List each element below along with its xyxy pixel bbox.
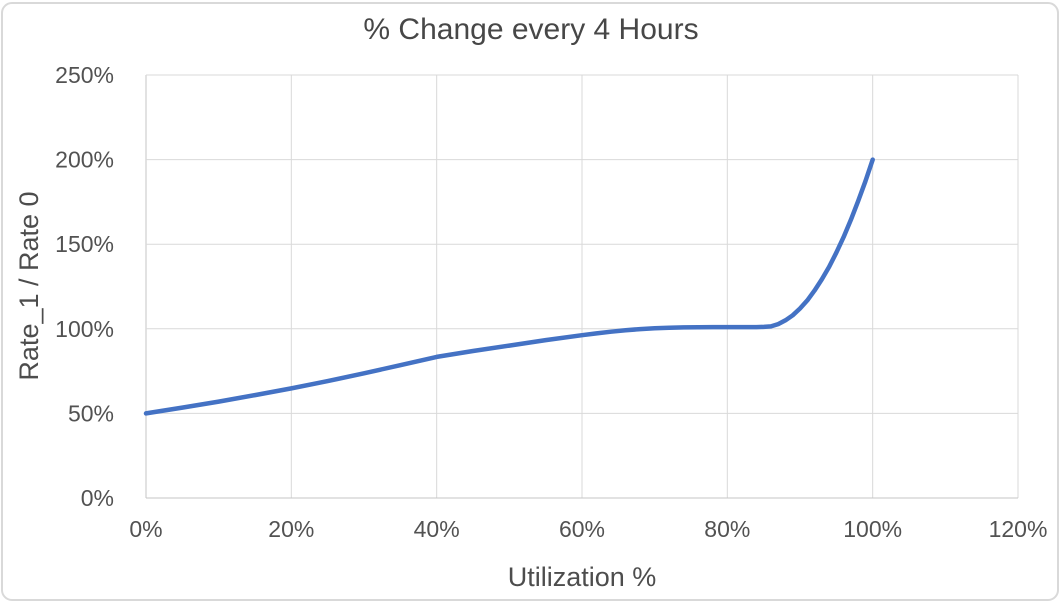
chart-title: % Change every 4 Hours [363, 13, 698, 46]
y-tick-label: 50% [68, 400, 114, 426]
y-axis-title: Rate_1 / Rate 0 [14, 191, 44, 380]
x-tick-label: 100% [843, 516, 902, 542]
x-tick-label: 60% [559, 516, 605, 542]
gridlines [145, 74, 1019, 499]
x-axis-title: Utilization % [508, 562, 657, 592]
y-tick-label: 0% [81, 485, 114, 511]
y-tick-label: 200% [55, 147, 114, 173]
x-tick-label: 0% [129, 516, 162, 542]
axis-tick-labels: 0% 20% 40% 60% 80% 100% 120% 0% 50% 100% 150% 200% 2… [55, 62, 1047, 542]
chart-frame-border [1, 2, 1059, 601]
y-tick-label: 150% [55, 231, 114, 257]
y-tick-label: 250% [55, 62, 114, 88]
x-tick-label: 120% [989, 516, 1048, 542]
x-tick-label: 80% [704, 516, 750, 542]
y-tick-label: 100% [55, 316, 114, 342]
series-line [143, 157, 875, 416]
x-tick-label: 20% [268, 516, 314, 542]
x-tick-label: 40% [414, 516, 460, 542]
